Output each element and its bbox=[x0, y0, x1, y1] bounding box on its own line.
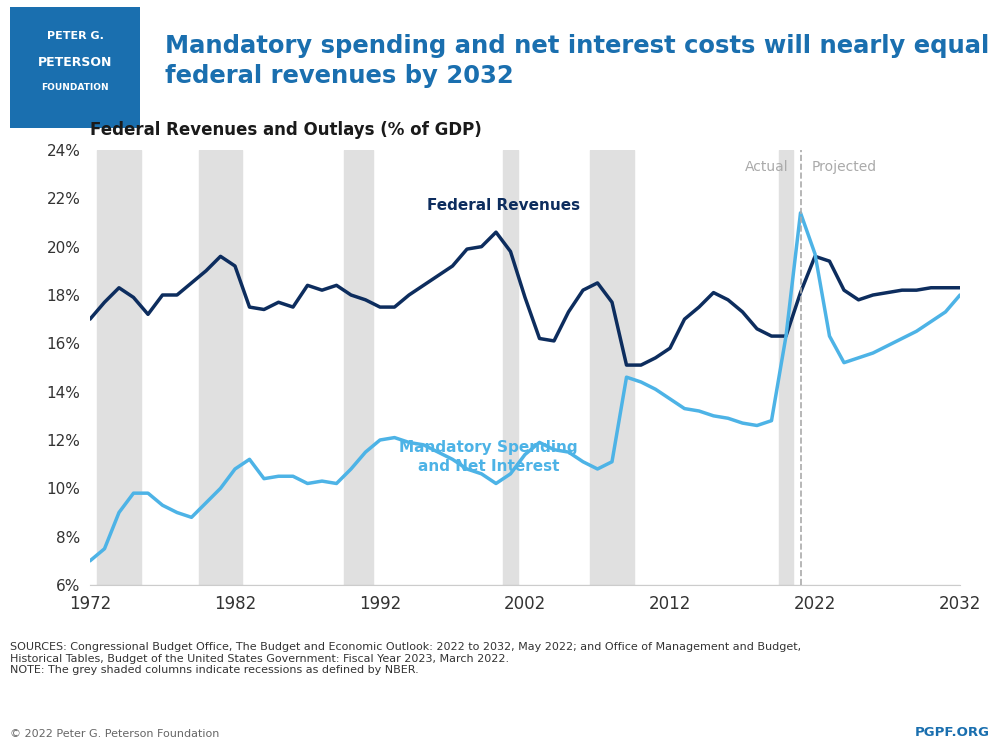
Text: Actual: Actual bbox=[745, 160, 789, 174]
Text: PETER G.: PETER G. bbox=[47, 32, 103, 41]
Text: SOURCES: Congressional Budget Office, The Budget and Economic Outlook: 2022 to 2: SOURCES: Congressional Budget Office, Th… bbox=[10, 642, 801, 675]
Bar bbox=[344, 150, 373, 585]
Text: FOUNDATION: FOUNDATION bbox=[41, 83, 109, 92]
Bar bbox=[779, 150, 793, 585]
Text: Mandatory spending and net interest costs will nearly equal
federal revenues by : Mandatory spending and net interest cost… bbox=[165, 34, 989, 88]
Text: Projected: Projected bbox=[812, 160, 877, 174]
Bar bbox=[590, 150, 634, 585]
Text: Federal Revenues and Outlays (% of GDP): Federal Revenues and Outlays (% of GDP) bbox=[90, 121, 482, 139]
Bar bbox=[199, 150, 213, 585]
Bar bbox=[213, 150, 242, 585]
Text: © 2022 Peter G. Peterson Foundation: © 2022 Peter G. Peterson Foundation bbox=[10, 729, 219, 740]
Bar bbox=[503, 150, 518, 585]
FancyBboxPatch shape bbox=[10, 7, 140, 128]
Bar bbox=[97, 150, 141, 585]
Text: Mandatory Spending
and Net Interest: Mandatory Spending and Net Interest bbox=[399, 440, 578, 474]
Text: Federal Revenues: Federal Revenues bbox=[427, 198, 580, 213]
Text: PGPF.ORG: PGPF.ORG bbox=[915, 726, 990, 740]
Text: PETERSON: PETERSON bbox=[38, 56, 112, 68]
